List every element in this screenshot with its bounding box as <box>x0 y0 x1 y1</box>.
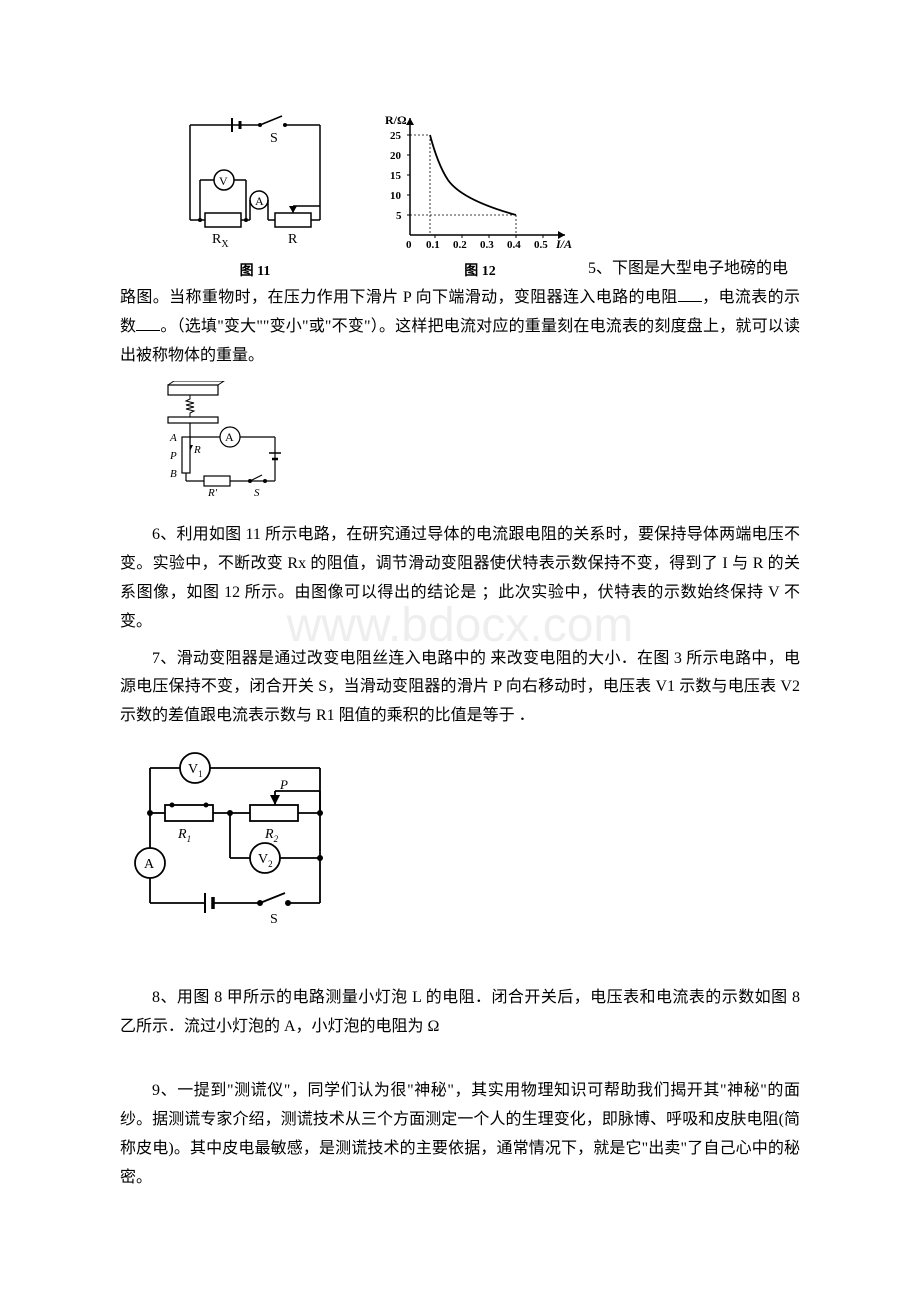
q5-text-rest: 路图。当称重物时，在压力作用下滑片 P 向下端滑动，变阻器连入电路的电阻 <box>120 289 678 306</box>
ytick-25: 25 <box>390 130 402 142</box>
r2-label: R2 <box>264 827 279 844</box>
figure-11: S A <box>170 110 340 284</box>
r1-label: R1 <box>177 827 191 844</box>
xtick-0: 0 <box>406 239 412 251</box>
ytick-10: 10 <box>390 190 402 202</box>
fig11-caption: 图 11 <box>240 259 271 284</box>
a-label: A <box>144 857 155 872</box>
top-figures: S A <box>170 110 580 284</box>
q7-prefix: 7、 <box>152 650 177 667</box>
circuit-11-svg: S A <box>170 110 340 255</box>
q5-text-c: 。（选填"变大""变小"或"不变"）。这样把电流对应的重量刻在电流表的刻度盘上，… <box>120 318 800 364</box>
figure-3-circuit: V1 R1 P R2 <box>120 743 800 944</box>
q9-prefix: 9、 <box>152 1082 177 1099</box>
xtick-4: 0.4 <box>507 239 521 251</box>
chart-curve <box>430 135 516 215</box>
scale-S-label: S <box>254 487 260 499</box>
scale-P-label: P <box>169 450 177 462</box>
ytick-15: 15 <box>390 170 402 182</box>
scale-ammeter: A <box>225 430 234 444</box>
scale-A-terminal: A <box>169 432 177 444</box>
q6-prefix: 6、 <box>152 526 176 543</box>
switch-label: S <box>270 131 278 146</box>
q7-text: 滑动变阻器是通过改变电阻丝连入电路中的 来改变电阻的大小．在图 3 所示电路中，… <box>120 650 800 725</box>
xtick-5: 0.5 <box>534 239 548 251</box>
p-label: P <box>279 777 288 792</box>
q8-prefix: 8、 <box>152 989 177 1006</box>
q9-paragraph: 9、一提到"测谎仪"，同学们认为很"神秘"，其实用物理知识可帮助我们揭开其"神秘… <box>120 1077 800 1192</box>
q5-continuation: 路图。当称重物时，在压力作用下滑片 P 向下端滑动，变阻器连入电路的电阻，电流表… <box>120 284 800 370</box>
blank-2 <box>136 315 160 331</box>
q6-paragraph: 6、利用如图 11 所示电路，在研究通过导体的电流跟电阻的关系时，要保持导体两端… <box>120 521 800 636</box>
q5-prefix: 5、 <box>588 260 612 277</box>
q7-paragraph: 7、滑动变阻器是通过改变电阻丝连入电路中的 来改变电阻的大小．在图 3 所示电路… <box>120 645 800 731</box>
xtick-3: 0.3 <box>480 239 494 251</box>
scale-circuit-svg: A R P B A R' S <box>160 381 290 501</box>
ytick-20: 20 <box>390 150 402 162</box>
q8-paragraph: 8、用图 8 甲所示的电路测量小灯泡 L 的电阻．闭合开关后，电压表和电流表的示… <box>120 984 800 1042</box>
scale-B-label: B <box>170 468 177 480</box>
q9-text: 一提到"测谎仪"，同学们认为很"神秘"，其实用物理知识可帮助我们揭开其"神秘"的… <box>120 1082 800 1185</box>
chart-12-svg: 5 10 15 20 25 0 0.1 0.2 <box>380 110 580 255</box>
scale-R-label: R <box>193 444 201 456</box>
spacer-1 <box>120 956 800 984</box>
q5-inline-start: 5、下图是大型电子地磅的电 <box>580 255 800 284</box>
r-label: R <box>288 232 298 247</box>
scale-Rprime-label: R' <box>207 487 218 499</box>
figures-and-q5-row: S A <box>120 110 800 284</box>
q5-text-a-part1: 下图是大型电子地磅的电 <box>612 260 788 277</box>
fig12-caption: 图 12 <box>464 259 496 284</box>
spacer-2 <box>120 1049 800 1077</box>
q6-text: 利用如图 11 所示电路，在研究通过导体的电流跟电阻的关系时，要保持导体两端电压… <box>120 526 800 629</box>
s-label: S <box>270 912 278 927</box>
xtick-2: 0.2 <box>453 239 467 251</box>
ytick-5: 5 <box>396 210 402 222</box>
scale-circuit-figure: A R P B A R' S <box>160 381 800 512</box>
ammeter-label: A <box>255 194 264 208</box>
q8-text: 用图 8 甲所示的电路测量小灯泡 L 的电阻．闭合开关后，电压表和电流表的示数如… <box>120 989 800 1035</box>
figure-12: 5 10 15 20 25 0 0.1 0.2 <box>380 110 580 284</box>
x-axis-label: I/A <box>555 237 572 251</box>
y-axis-label: R/Ω <box>385 113 407 127</box>
circuit-3-svg: V1 R1 P R2 <box>120 743 350 933</box>
q6-container: www.bdocx.com 6、利用如图 11 所示电路，在研究通过导体的电流跟… <box>120 521 800 731</box>
rx-label: RX <box>212 232 229 250</box>
blank-1 <box>678 286 702 302</box>
document-page: S A <box>0 0 920 1241</box>
xtick-1: 0.1 <box>426 239 440 251</box>
voltmeter-label: V <box>219 174 228 188</box>
